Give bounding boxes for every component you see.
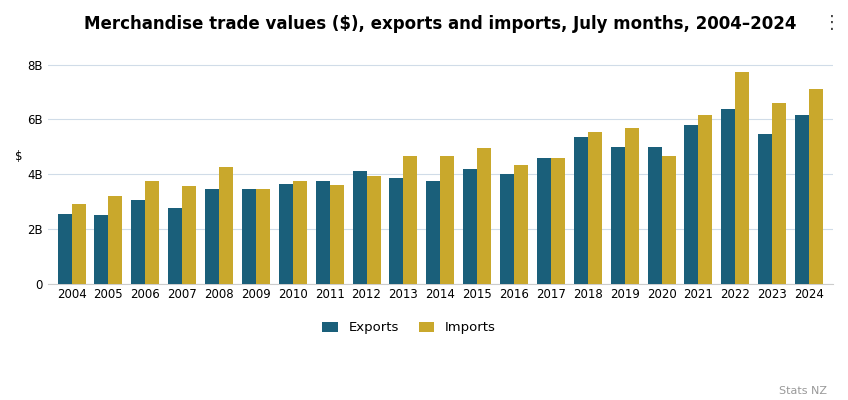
Bar [537,158,551,284]
Bar [94,215,109,284]
Bar [574,137,588,284]
Bar [699,115,712,284]
Bar [279,184,293,284]
Bar [131,200,145,284]
Bar [588,132,602,284]
Bar [661,156,676,284]
Bar [625,128,639,284]
Bar [168,208,182,284]
Bar [366,176,381,284]
Bar [500,174,514,284]
Bar [330,185,343,284]
Bar [795,115,809,284]
Bar [109,196,122,284]
Bar [293,181,307,284]
Bar [684,125,699,284]
Bar [256,189,270,284]
Y-axis label: $: $ [15,150,23,163]
Bar [477,148,491,284]
Bar [58,214,71,284]
Bar [404,156,417,284]
Bar [242,189,256,284]
Bar [205,189,219,284]
Bar [315,181,330,284]
Bar [551,158,565,284]
Bar [353,172,366,284]
Bar [427,181,440,284]
Bar [182,186,196,284]
Bar [722,108,735,284]
Bar [389,178,404,284]
Bar [145,181,159,284]
Bar [735,72,750,284]
Text: ⋮: ⋮ [823,14,841,32]
Bar [71,204,86,284]
Bar [758,134,773,284]
Legend: Exports, Imports: Exports, Imports [316,316,501,340]
Bar [611,147,625,284]
Bar [514,164,528,284]
Bar [809,89,823,284]
Text: Stats NZ: Stats NZ [778,386,827,396]
Bar [463,169,477,284]
Bar [440,156,455,284]
Title: Merchandise trade values ($), exports and imports, July months, 2004–2024: Merchandise trade values ($), exports an… [84,15,796,33]
Bar [219,167,233,284]
Bar [648,147,661,284]
Bar [773,103,786,284]
